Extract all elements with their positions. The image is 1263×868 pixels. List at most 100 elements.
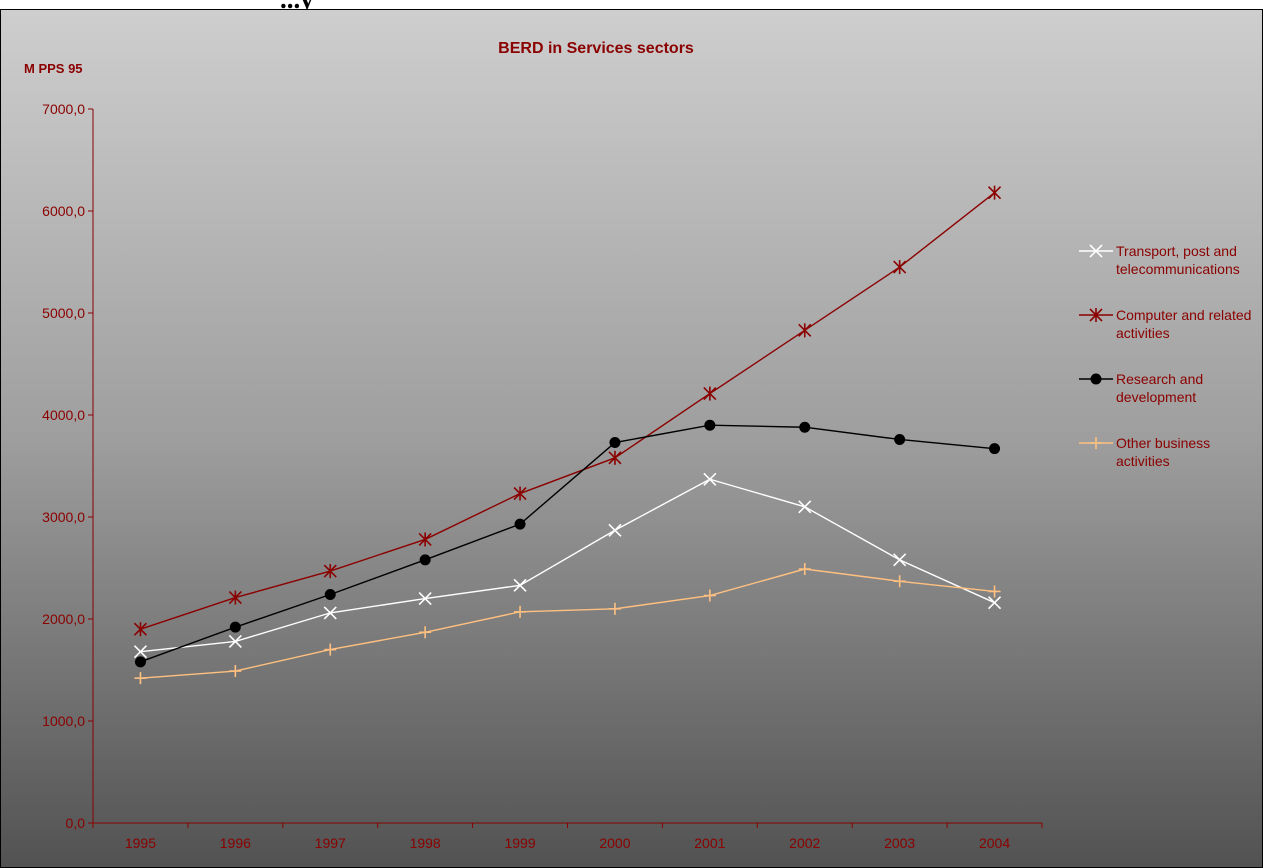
marker-stroke xyxy=(418,592,432,606)
series-line xyxy=(140,424,995,663)
data-point xyxy=(799,421,811,433)
data-point xyxy=(228,634,242,649)
y-tick-label: 4000,0 xyxy=(42,407,85,423)
data-point xyxy=(418,592,432,606)
data-point xyxy=(608,602,621,615)
marker-stroke xyxy=(228,634,242,649)
legend-item: Transport, post and telecommunications xyxy=(1079,243,1240,277)
x-tick-label: 2003 xyxy=(884,835,915,851)
line-chart: BERD in Services sectors M PPS 95 0,0 100… xyxy=(24,40,1251,851)
data-point xyxy=(989,443,1001,455)
marker-stroke xyxy=(1089,244,1103,258)
x-tick-label: 2002 xyxy=(789,835,820,851)
data-point xyxy=(419,554,431,566)
y-axis-label: M PPS 95 xyxy=(24,61,83,76)
series-3 xyxy=(134,563,1001,685)
legend-item: Other business activities xyxy=(1079,435,1210,469)
data-point xyxy=(798,500,812,514)
y-tick-label: 5000,0 xyxy=(42,305,85,321)
y-tick-label: 3000,0 xyxy=(42,509,85,525)
data-point xyxy=(323,606,337,620)
axes: 0,0 1000,0 2000,0 3000,0 4000,0 5000,0 6000,0 7… xyxy=(42,101,1043,851)
data-point xyxy=(798,563,811,576)
legend-marker xyxy=(1089,244,1103,258)
data-point xyxy=(514,518,526,530)
chart-title: BERD in Services sectors xyxy=(498,40,694,57)
y-tick-label: 0,0 xyxy=(66,815,86,831)
data-point xyxy=(229,621,241,633)
marker-stroke xyxy=(513,578,527,592)
legend-marker xyxy=(1090,373,1102,385)
data-point xyxy=(608,523,622,537)
legend-label: Other business xyxy=(1116,435,1210,451)
chart-area: BERD in Services sectors M PPS 95 0,0 100… xyxy=(0,9,1263,868)
x-tick-label: 2004 xyxy=(979,835,1010,851)
data-point xyxy=(703,386,717,401)
series-2 xyxy=(134,419,1001,668)
data-point xyxy=(418,532,432,547)
data-point xyxy=(514,605,527,618)
data-point xyxy=(894,433,906,445)
series-line xyxy=(140,192,995,630)
legend-label: Research and xyxy=(1116,371,1203,387)
x-tick-label: 1997 xyxy=(315,835,346,851)
data-point xyxy=(229,665,242,678)
x-tick-label: 1999 xyxy=(504,835,535,851)
series-line xyxy=(140,478,995,653)
data-point xyxy=(893,575,906,588)
legend-item: Research and development xyxy=(1079,371,1203,405)
x-tick-label: 1995 xyxy=(125,835,156,851)
data-point xyxy=(704,419,716,431)
y-tick-label: 7000,0 xyxy=(42,101,85,117)
data-point xyxy=(987,185,1002,200)
data-point xyxy=(324,643,337,656)
marker-stroke xyxy=(608,523,622,537)
x-tick-label: 2001 xyxy=(694,835,725,851)
data-point xyxy=(133,622,148,637)
data-point xyxy=(513,486,527,501)
data-point xyxy=(893,260,907,275)
series-group xyxy=(133,185,1002,685)
data-point xyxy=(609,437,621,449)
series-1 xyxy=(133,185,1002,637)
data-point xyxy=(608,450,622,465)
legend-label: Computer and related xyxy=(1116,307,1251,323)
y-tick-label: 2000,0 xyxy=(42,611,85,627)
data-point xyxy=(133,645,148,659)
legend-item: Computer and related activities xyxy=(1079,307,1251,341)
data-point xyxy=(134,672,147,685)
y-tick-label: 1000,0 xyxy=(42,713,85,729)
marker-stroke xyxy=(798,500,812,514)
marker-stroke xyxy=(703,472,717,486)
data-point xyxy=(703,589,716,602)
marker-stroke xyxy=(893,553,907,567)
x-tick-label: 1996 xyxy=(220,835,251,851)
x-tick-label: 2000 xyxy=(599,835,630,851)
legend-marker xyxy=(1089,308,1103,322)
y-tick-label: 6000,0 xyxy=(42,203,85,219)
data-point xyxy=(893,553,907,567)
series-0 xyxy=(133,472,1002,659)
data-point xyxy=(987,596,1002,610)
legend-label: activities xyxy=(1116,453,1170,469)
marker-stroke xyxy=(323,606,337,620)
legend-label: development xyxy=(1116,389,1196,405)
data-point xyxy=(324,589,336,601)
data-point xyxy=(323,564,337,579)
series-line xyxy=(140,568,995,679)
data-point xyxy=(703,472,717,486)
data-point xyxy=(419,626,432,639)
data-point xyxy=(513,578,527,592)
legend-label: telecommunications xyxy=(1116,261,1240,277)
marker-stroke xyxy=(133,645,148,659)
data-point xyxy=(134,656,146,668)
legend-label: activities xyxy=(1116,325,1170,341)
legend-marker xyxy=(1090,437,1102,449)
data-point xyxy=(228,590,242,605)
legend-label: Transport, post and xyxy=(1116,243,1237,259)
marker-stroke xyxy=(987,596,1002,610)
legend: Transport, post and telecommunications Com… xyxy=(1079,243,1251,469)
data-point xyxy=(988,585,1001,598)
data-point xyxy=(798,323,812,338)
x-tick-label: 1998 xyxy=(410,835,441,851)
